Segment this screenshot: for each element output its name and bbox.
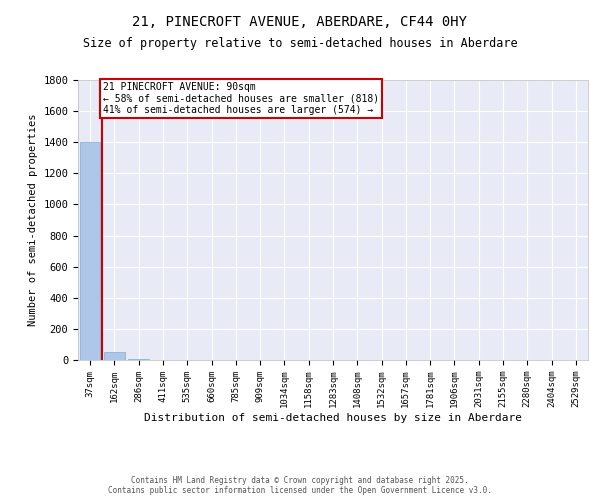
Bar	[80, 142, 100, 360]
Text: 21, PINECROFT AVENUE, ABERDARE, CF44 0HY: 21, PINECROFT AVENUE, ABERDARE, CF44 0HY	[133, 15, 467, 29]
Bar	[128, 359, 149, 360]
Text: Size of property relative to semi-detached houses in Aberdare: Size of property relative to semi-detach…	[83, 38, 517, 51]
Y-axis label: Number of semi-detached properties: Number of semi-detached properties	[28, 114, 38, 326]
Text: 21 PINECROFT AVENUE: 90sqm
← 58% of semi-detached houses are smaller (818)
41% o: 21 PINECROFT AVENUE: 90sqm ← 58% of semi…	[103, 82, 379, 115]
X-axis label: Distribution of semi-detached houses by size in Aberdare: Distribution of semi-detached houses by …	[144, 413, 522, 423]
Text: Contains HM Land Registry data © Crown copyright and database right 2025.
Contai: Contains HM Land Registry data © Crown c…	[108, 476, 492, 495]
Bar	[104, 352, 125, 360]
